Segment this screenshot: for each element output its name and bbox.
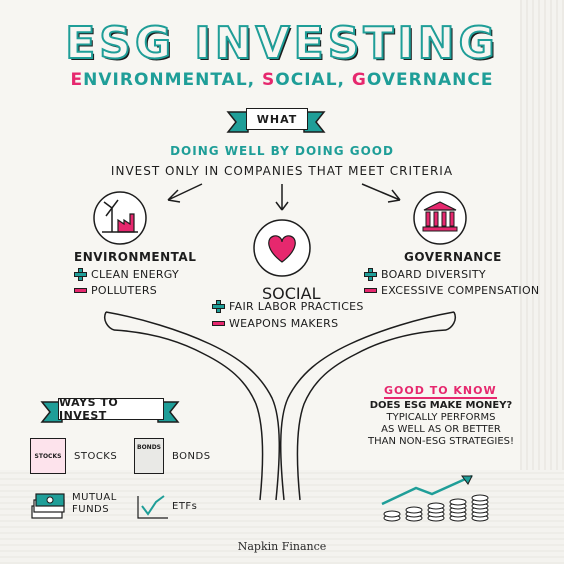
money-stack-icon [31,493,65,519]
bond-document-icon: BONDS [134,438,164,474]
arrow-down-icon [275,184,289,211]
brand-footer: Napkin Finance [237,540,327,553]
environmental-minus: POLLUTERS [74,284,196,297]
governance-plus-label: BOARD DIVERSITY [381,268,486,281]
social-plus: FAIR LABOR PRACTICES [212,300,364,313]
minus-icon [364,284,377,297]
ways-to-invest-label: WAYS TO INVEST [58,396,164,422]
subtitle-e: E [70,70,84,90]
bonds-label: BONDS [172,451,211,462]
good-to-know-line2: AS WELL AS OR BETTER [381,424,501,435]
headline: DOING WELL BY DOING GOOD [170,144,394,158]
subtitle-environmental: NVIRONMENTAL, [83,70,263,90]
what-label: WHAT [246,108,308,130]
minus-icon [74,284,87,297]
minus-icon [212,317,225,330]
arrow-left-icon [167,183,203,203]
page-title: ESG INVESTING [64,17,499,70]
environmental-section: ENVIRONMENTAL CLEAN ENERGY POLLUTERS [74,250,196,297]
bonds-card-label: BONDS [137,444,161,451]
social-title: SOCIAL [262,284,321,303]
stocks-card-label: STOCKS [34,452,62,460]
governance-minus: EXCESSIVE COMPENSATION [364,284,539,297]
page-subtitle: ENVIRONMENTAL, SOCIAL, GOVERNANCE [0,70,564,90]
courthouse-icon [413,191,467,245]
governance-section: GOVERNANCE BOARD DIVERSITY EXCESSIVE COM… [364,250,539,297]
subtitle-s: S [262,70,276,90]
environmental-title: ENVIRONMENTAL [74,250,197,264]
plus-icon [364,268,377,281]
governance-minus-label: EXCESSIVE COMPENSATION [381,284,540,297]
tagline: INVEST ONLY IN COMPANIES THAT MEET CRITE… [110,164,454,178]
etf-chart-icon [137,495,168,519]
environmental-minus-label: POLLUTERS [91,284,158,297]
environmental-plus-label: CLEAN ENERGY [91,268,180,281]
mutual-funds-label: MUTUAL FUNDS [72,492,117,516]
arrows [167,183,401,211]
social-minus-label: WEAPONS MAKERS [229,317,339,330]
social-plus-label: FAIR LABOR PRACTICES [229,300,364,313]
napkin-edge-right [520,0,564,470]
factory-windmill-icon [93,191,147,245]
governance-title: GOVERNANCE [404,250,502,264]
good-to-know-line1: TYPICALLY PERFORMS [386,412,496,423]
stock-certificate-icon: STOCKS [30,438,66,474]
stocks-label: STOCKS [74,451,118,462]
mutual-funds-line1: MUTUAL [72,492,117,503]
plus-icon [212,300,225,313]
mutual-funds-line2: FUNDS [72,504,110,515]
good-to-know-line3: THAN NON-ESG STRATEGIES! [367,436,515,447]
arrow-right-icon [361,183,401,203]
subtitle-social: OCIAL, [275,70,352,90]
social-section: FAIR LABOR PRACTICES WEAPONS MAKERS [212,300,364,330]
environmental-plus: CLEAN ENERGY [74,268,196,281]
plus-icon [74,268,87,281]
etfs-label: ETFs [172,501,198,512]
good-to-know-text: DOES ESG MAKE MONEY? TYPICALLY PERFORMS … [366,400,516,448]
subtitle-g: G [351,70,367,90]
coin-stacks-growth-icon [381,474,489,522]
good-to-know-title: GOOD TO KNOW [384,384,497,399]
governance-plus: BOARD DIVERSITY [364,268,539,281]
social-minus: WEAPONS MAKERS [212,317,364,330]
good-to-know-question: DOES ESG MAKE MONEY? [369,400,513,411]
heart-icon [253,219,311,277]
hands-illustration [103,311,457,501]
subtitle-governance: OVERNANCE [366,70,494,90]
